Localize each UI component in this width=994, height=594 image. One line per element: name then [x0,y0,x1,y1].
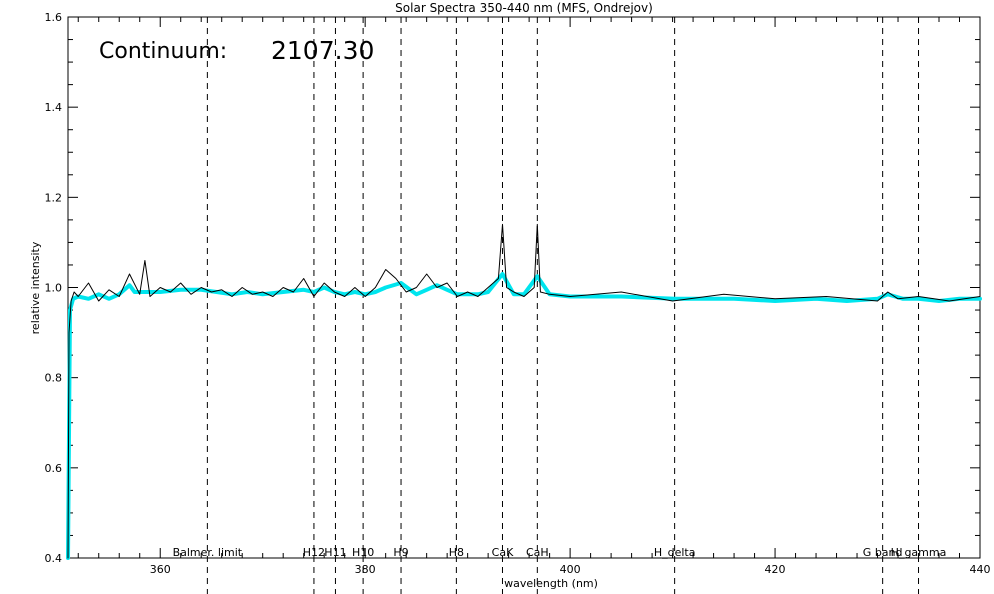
smoothed-spectrum-line [66,272,982,560]
spectral-line-label: CaH [526,546,549,559]
spectral-line-label: H10 [352,546,374,559]
spectral-line-label: H9 [393,546,408,559]
spectral-line-label: H8 [449,546,464,559]
x-tick-label: 420 [765,563,786,576]
y-axis-label: relative intensity [29,241,42,334]
spectral-line-label: Balmer. limit [173,546,243,559]
x-tick-label: 400 [560,563,581,576]
chart-title: Solar Spectra 350-440 nm (MFS, Ondrejov) [395,1,653,15]
x-tick-label: 360 [150,563,171,576]
y-tick-label: 0.6 [45,462,63,475]
y-tick-label: 0.8 [45,372,63,385]
spectral-line-label: H_gamma [891,546,947,559]
raw-spectrum-line [67,223,981,559]
y-tick-label: 1.2 [45,191,63,204]
spectral-line-label: H_delta [654,546,696,559]
x-tick-label: 440 [970,563,991,576]
y-tick-label: 1.6 [45,11,63,24]
y-tick-label: 1.0 [45,282,63,295]
y-tick-label: 0.4 [45,552,63,565]
plot-frame [67,16,981,559]
x-tick-label: 380 [355,563,376,576]
y-tick-label: 1.4 [45,101,63,114]
spectral-line-label: CaK [492,546,514,559]
x-axis-label: wavelength (nm) [504,577,598,590]
spectral-line-label: H11 [324,546,346,559]
spectral-line-label: G band [863,546,903,559]
spectral-line-label: H12 [303,546,325,559]
continuum-label: Continuum: [99,39,228,64]
continuum-value: 2107.30 [271,36,375,65]
